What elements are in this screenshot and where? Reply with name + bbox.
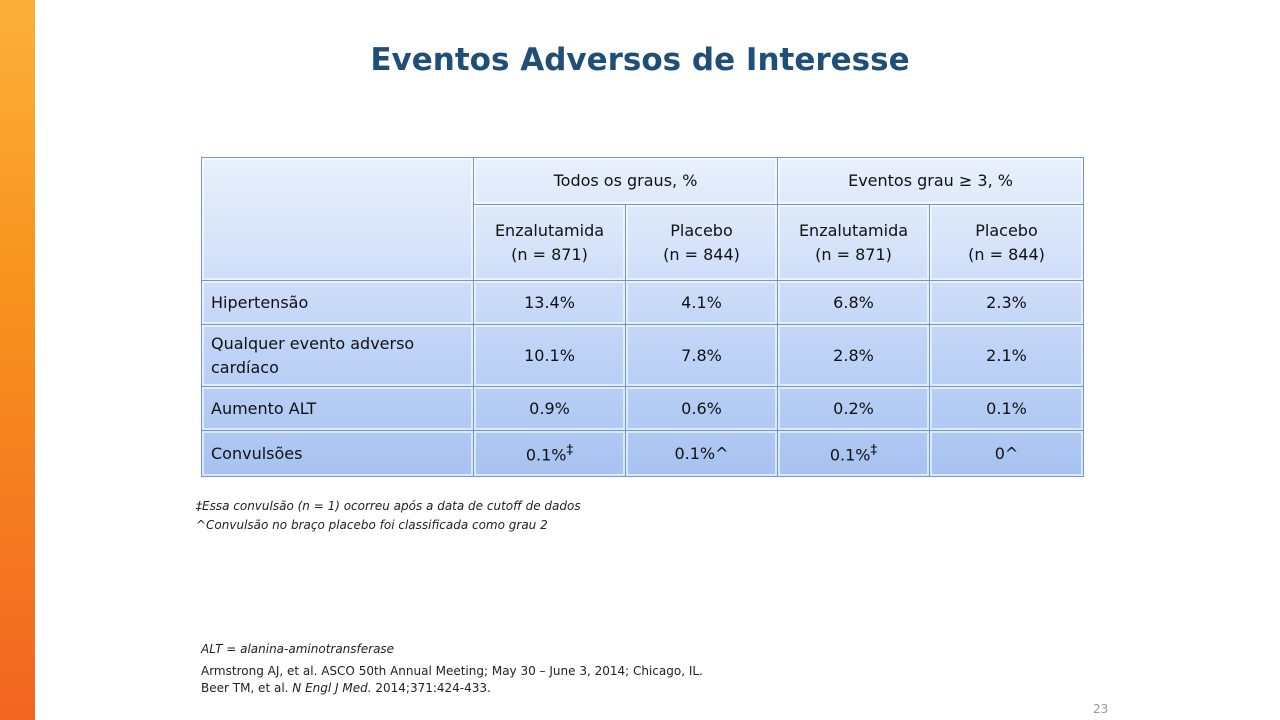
subheader-cell: Placebo (n = 844) — [928, 204, 1085, 281]
table-cell: 10.1% — [473, 324, 626, 387]
row-label: Convulsões — [201, 430, 474, 477]
table-row: Convulsões 0.1%‡ 0.1%^ 0.1%‡ 0^ — [201, 430, 1085, 477]
table-cell: 6.8% — [777, 280, 930, 325]
table-cell: 13.4% — [473, 280, 626, 325]
subheader-cell: Enzalutamida (n = 871) — [473, 204, 626, 281]
table-cell: 7.8% — [625, 324, 778, 387]
table-subheader-row: Enzalutamida (n = 871) Placebo (n = 844) E… — [202, 204, 1085, 281]
group-header-grade3: Eventos grau ≥ 3, % — [776, 157, 1085, 205]
accent-side-bar — [0, 0, 35, 720]
table-cell: 2.8% — [777, 324, 930, 387]
footnote: ^Convulsão no braço placebo foi classifi… — [196, 518, 548, 532]
table-cell: 0^ — [928, 430, 1085, 477]
table-cell: 0.1%^ — [625, 430, 778, 477]
table-row: Qualquer evento adverso cardíaco 10.1% 7… — [201, 324, 1085, 387]
table-cell: 0.1%‡ — [473, 430, 626, 477]
table-cell: 2.1% — [928, 324, 1085, 387]
row-label: Hipertensão — [201, 280, 474, 325]
reference: Beer TM, et al. N Engl J Med. 2014;371:4… — [201, 681, 491, 695]
footnote: ‡Essa convulsão (n = 1) ocorreu após a d… — [196, 499, 581, 513]
page-number: 23 — [1093, 702, 1109, 716]
footnote-mark: ‡ — [566, 443, 574, 459]
table-cell: 4.1% — [625, 280, 778, 325]
table-corner-cell — [201, 157, 474, 281]
reference: Armstrong AJ, et al. ASCO 50th Annual Me… — [201, 664, 703, 678]
table-cell: 0.1%‡ — [777, 430, 930, 477]
subheader-cell: Enzalutamida (n = 871) — [777, 204, 930, 281]
table-cell: 2.3% — [928, 280, 1085, 325]
table-cell: 0.6% — [625, 386, 778, 431]
table-row: Aumento ALT 0.9% 0.6% 0.2% 0.1% — [201, 386, 1085, 431]
footnote-mark: ‡ — [870, 443, 878, 459]
table-cell: 0.1% — [928, 386, 1085, 431]
table-row: Hipertensão 13.4% 4.1% 6.8% 2.3% — [201, 280, 1085, 325]
abbreviation-note: ALT = alanina-aminotransferase — [201, 642, 395, 656]
table-footnotes: ‡Essa convulsão (n = 1) ocorreu após a d… — [196, 497, 581, 535]
table-header-row: Todos os graus, % Eventos grau ≥ 3, % — [201, 157, 1085, 281]
references: ALT = alanina-aminotransferase Armstrong… — [201, 641, 703, 697]
adverse-events-table: Todos os graus, % Eventos grau ≥ 3, % En… — [201, 157, 1085, 477]
group-header-all-grades: Todos os graus, % — [473, 157, 778, 205]
table-cell: 0.2% — [777, 386, 930, 431]
subheader-cell: Placebo (n = 844) — [625, 204, 778, 281]
row-label: Aumento ALT — [201, 386, 474, 431]
table-cell: 0.9% — [473, 386, 626, 431]
slide-title: Eventos Adversos de Interesse — [370, 42, 910, 78]
row-label: Qualquer evento adverso cardíaco — [201, 324, 474, 387]
